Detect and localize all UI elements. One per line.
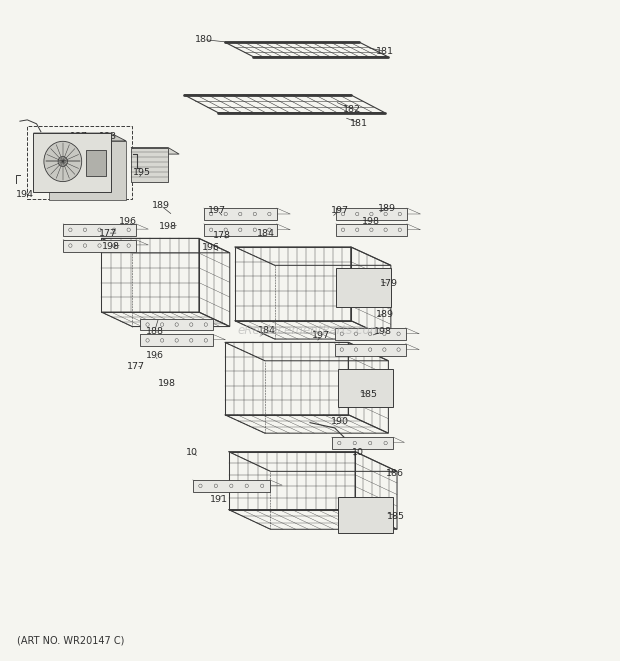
Text: 179: 179: [380, 279, 398, 288]
Text: 198: 198: [102, 242, 120, 251]
Text: 196: 196: [146, 351, 164, 360]
Text: 180: 180: [195, 35, 213, 44]
Text: 198: 198: [159, 222, 177, 231]
Text: 191: 191: [210, 494, 228, 504]
Bar: [335, 328, 405, 340]
Bar: [140, 334, 213, 346]
Text: 177: 177: [127, 362, 145, 371]
Text: 187: 187: [69, 132, 87, 141]
Text: 188: 188: [146, 327, 164, 336]
Text: 197: 197: [330, 206, 348, 215]
Bar: [63, 224, 136, 236]
Bar: [204, 224, 277, 236]
Text: 185: 185: [360, 390, 378, 399]
Text: 195: 195: [133, 168, 151, 177]
Bar: [338, 369, 393, 407]
Circle shape: [58, 157, 68, 167]
Bar: [204, 208, 277, 220]
Bar: [336, 268, 391, 307]
Text: 196: 196: [202, 243, 220, 252]
Bar: [335, 344, 405, 356]
Text: 192: 192: [43, 134, 61, 143]
Text: 181: 181: [376, 47, 394, 56]
Text: 177: 177: [99, 229, 117, 237]
Text: 178: 178: [213, 231, 231, 240]
Text: 182: 182: [343, 105, 361, 114]
Circle shape: [44, 141, 82, 182]
Text: 10: 10: [352, 447, 364, 457]
Bar: [332, 437, 393, 449]
Text: 189: 189: [378, 204, 396, 213]
Text: 189: 189: [152, 201, 170, 210]
Text: 196: 196: [119, 217, 137, 227]
Bar: [336, 208, 407, 220]
Text: 10: 10: [185, 447, 198, 457]
Bar: [336, 224, 407, 236]
Bar: [193, 480, 270, 492]
Text: 189: 189: [376, 309, 394, 319]
Polygon shape: [131, 147, 168, 182]
Bar: [63, 240, 136, 252]
Bar: [86, 149, 106, 176]
Text: eReplacementParts.com: eReplacementParts.com: [238, 324, 382, 337]
Polygon shape: [33, 133, 126, 141]
Text: 194: 194: [16, 190, 34, 200]
Text: 181: 181: [350, 119, 368, 128]
Text: 186: 186: [386, 469, 404, 479]
Text: (ART NO. WR20147 C): (ART NO. WR20147 C): [17, 635, 124, 645]
Text: 184: 184: [258, 326, 276, 335]
Text: 198: 198: [361, 217, 379, 226]
Bar: [140, 319, 213, 330]
Text: 193: 193: [99, 132, 117, 141]
Polygon shape: [131, 147, 179, 154]
Text: 198: 198: [158, 379, 176, 387]
Text: 184: 184: [257, 229, 275, 237]
Bar: [27, 126, 132, 199]
Text: 185: 185: [388, 512, 405, 521]
Text: 190: 190: [330, 417, 348, 426]
Text: 197: 197: [208, 206, 226, 215]
Polygon shape: [33, 133, 110, 192]
Polygon shape: [49, 141, 126, 200]
Bar: [338, 497, 393, 533]
Text: 198: 198: [374, 327, 392, 336]
Text: 197: 197: [312, 331, 330, 340]
